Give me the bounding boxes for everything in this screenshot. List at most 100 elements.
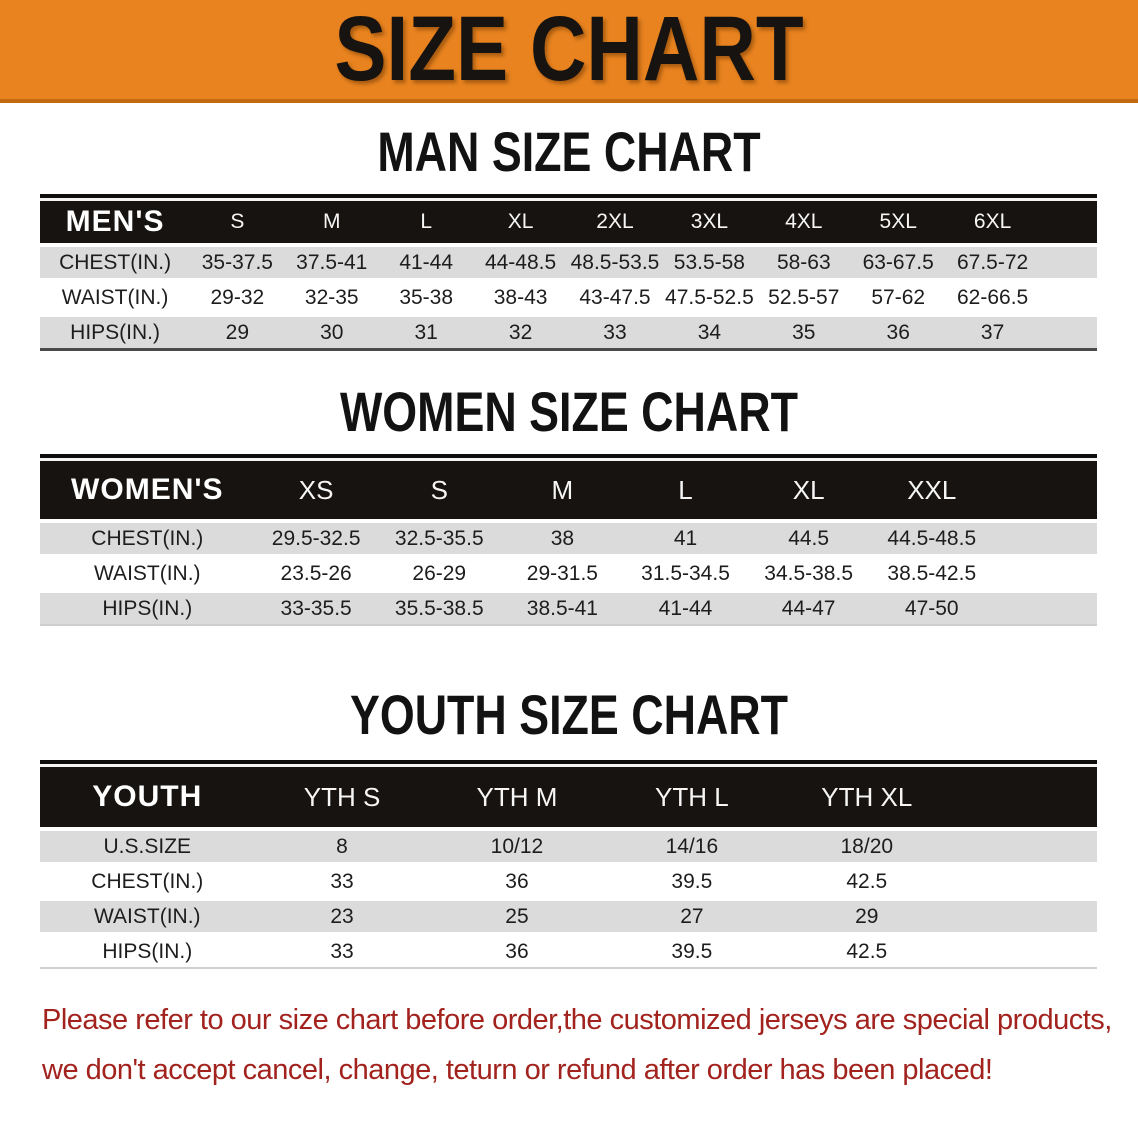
row-label: CHEST(IN.) [40, 519, 255, 554]
table-cell: 39.5 [604, 932, 780, 969]
table-cell: 23 [254, 897, 430, 932]
spacer-cell [954, 897, 1097, 932]
table-row: U.S.SIZE 8 10/12 14/16 18/20 [40, 827, 1097, 862]
table-row: CHEST(IN.) 29.5-32.5 32.5-35.5 38 41 44.5 44.5… [40, 519, 1097, 554]
spacer-cell [954, 862, 1097, 897]
spacer-cell [1039, 198, 1097, 243]
table-row: WAIST(IN.) 23.5-26 26-29 29-31.5 31.5-34.5 34… [40, 554, 1097, 589]
table-cell: 48.5-53.5 [567, 243, 663, 278]
table-cell: 35 [756, 313, 851, 351]
table-cell: 42.5 [779, 932, 955, 969]
table-cell: 38-43 [473, 278, 568, 313]
table-cell: 30 [284, 313, 379, 351]
table-cell: 31 [378, 313, 474, 351]
women-section-heading: WOMEN SIZE CHART [340, 380, 798, 443]
spacer-cell [993, 589, 1097, 626]
table-cell: 36 [851, 313, 946, 351]
table-cell: 29 [779, 897, 955, 932]
table-cell: 10/12 [429, 827, 605, 862]
youth-section-heading: YOUTH SIZE CHART [349, 683, 789, 746]
table-cell: 67.5-72 [945, 243, 1040, 278]
row-label: WAIST(IN.) [40, 897, 255, 932]
table-row: HIPS(IN.) 33 36 39.5 42.5 [40, 932, 1097, 969]
banner: SIZE CHART [0, 0, 1138, 103]
disclaimer-note: Please refer to our size chart before or… [42, 995, 1138, 1095]
column-header: YTH XL [779, 764, 955, 827]
table-cell: 42.5 [779, 862, 955, 897]
table-cell: 25 [429, 897, 605, 932]
table-cell: 37.5-41 [284, 243, 379, 278]
column-header: 4XL [756, 198, 851, 243]
table-cell: 34 [662, 313, 757, 351]
column-header: 6XL [945, 198, 1040, 243]
column-header: M [500, 458, 624, 519]
table-cell: 43-47.5 [567, 278, 663, 313]
table-cell: 23.5-26 [254, 554, 378, 589]
table-cell: 29-32 [190, 278, 285, 313]
table-cell: 18/20 [779, 827, 955, 862]
column-header: S [190, 198, 285, 243]
spacer-cell [954, 932, 1097, 969]
disclaimer-line-1: Please refer to our size chart before or… [42, 1004, 1112, 1036]
table-cell: 14/16 [604, 827, 780, 862]
table-cell: 44.5 [747, 519, 871, 554]
table-cell: 44-47 [747, 589, 871, 626]
column-header: XXL [870, 458, 994, 519]
spacer-cell [1039, 243, 1097, 278]
table-row: WAIST(IN.) 23 25 27 29 [40, 897, 1097, 932]
table-cell: 58-63 [756, 243, 851, 278]
table-cell: 29-31.5 [500, 554, 624, 589]
column-header: L [378, 198, 474, 243]
table-cell: 44-48.5 [473, 243, 568, 278]
table-cell: 36 [429, 932, 605, 969]
table-cell: 8 [254, 827, 430, 862]
table-cell: 33 [254, 862, 430, 897]
table-cell: 35-38 [378, 278, 474, 313]
table-cell: 33 [567, 313, 663, 351]
size-chart-page: SIZE CHART MAN SIZE CHART MEN'S S M L XL 2XL 3… [0, 0, 1138, 1095]
table-cell: 57-62 [851, 278, 946, 313]
table-cell: 38 [500, 519, 624, 554]
table-cell: 35.5-38.5 [377, 589, 501, 626]
column-header: XS [254, 458, 378, 519]
spacer-cell [954, 827, 1097, 862]
column-header: 5XL [851, 198, 946, 243]
table-row: CHEST(IN.) 33 36 39.5 42.5 [40, 862, 1097, 897]
table-cell: 33 [254, 932, 430, 969]
row-label: HIPS(IN.) [40, 932, 255, 969]
spacer-cell [993, 554, 1097, 589]
table-cell: 41-44 [623, 589, 748, 626]
table-cell: 52.5-57 [756, 278, 851, 313]
women-size-table: WOMEN'S XS S M L XL XXL CHEST(IN.) 29.5-32.5 32.5… [40, 454, 1097, 626]
table-row: HIPS(IN.) 33-35.5 35.5-38.5 38.5-41 41-44 44-… [40, 589, 1097, 626]
column-header: YTH L [604, 764, 780, 827]
men-section-heading: MAN SIZE CHART [377, 120, 761, 183]
table-cell: 53.5-58 [662, 243, 757, 278]
table-cell: 38.5-41 [500, 589, 624, 626]
table-cell: 29.5-32.5 [254, 519, 378, 554]
youth-size-table: YOUTH YTH S YTH M YTH L YTH XL U.S.SIZE 8 10/12… [40, 760, 1097, 969]
table-cell: 32 [473, 313, 568, 351]
spacer-cell [1039, 278, 1097, 313]
spacer-cell [954, 764, 1097, 827]
column-header: M [284, 198, 379, 243]
table-cell: 63-67.5 [851, 243, 946, 278]
row-label: CHEST(IN.) [40, 862, 255, 897]
column-header: 3XL [662, 198, 757, 243]
table-corner-label: WOMEN'S [40, 458, 255, 519]
table-cell: 32-35 [284, 278, 379, 313]
table-corner-label: MEN'S [40, 198, 191, 243]
table-cell: 47.5-52.5 [662, 278, 757, 313]
men-size-table: MEN'S S M L XL 2XL 3XL 4XL 5XL 6XL CHEST(IN.) 35-37… [40, 194, 1097, 351]
table-row: WAIST(IN.) 29-32 32-35 35-38 38-43 43-47.5 47.… [40, 278, 1097, 313]
spacer-cell [1039, 313, 1097, 351]
table-row: CHEST(IN.) 35-37.5 37.5-41 41-44 44-48.5 48.5… [40, 243, 1097, 278]
row-label: CHEST(IN.) [40, 243, 191, 278]
table-cell: 31.5-34.5 [623, 554, 748, 589]
spacer-cell [993, 458, 1097, 519]
column-header: L [623, 458, 748, 519]
column-header: XL [747, 458, 871, 519]
column-header: YTH M [429, 764, 605, 827]
disclaimer-line-2: we don't accept cancel, change, teturn o… [42, 1054, 993, 1086]
table-cell: 47-50 [870, 589, 994, 626]
